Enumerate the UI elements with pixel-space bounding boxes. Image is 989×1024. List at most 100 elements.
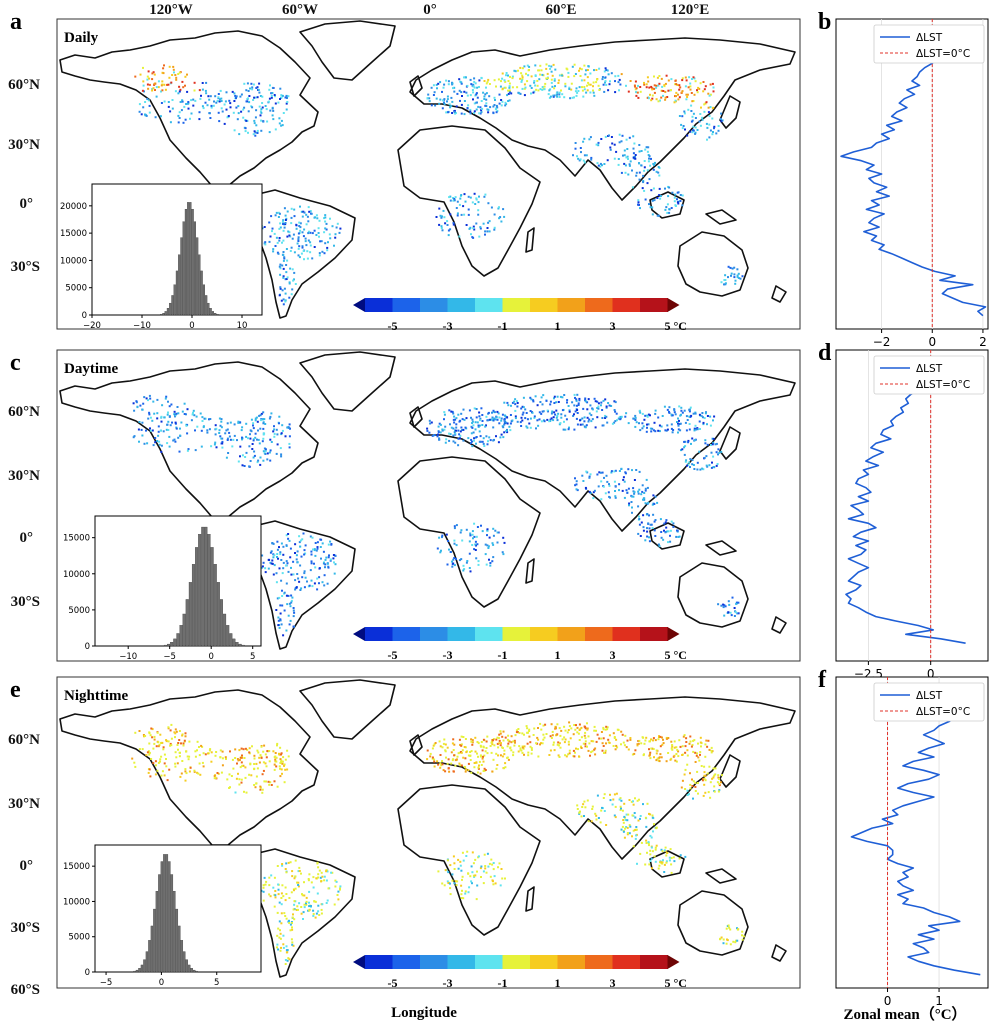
lst-pixel xyxy=(269,895,272,898)
lst-pixel xyxy=(705,101,708,104)
lst-pixel xyxy=(663,871,666,873)
lst-pixel xyxy=(601,76,604,78)
lst-pixel xyxy=(318,914,321,916)
lst-pixel xyxy=(160,444,163,447)
lst-pixel xyxy=(475,761,478,764)
latitude-tick-labels: 60°N 30°N 0° 30°S xyxy=(8,77,40,275)
lst-pixel xyxy=(159,429,162,432)
lst-pixel xyxy=(712,131,714,133)
lst-pixel xyxy=(292,615,295,618)
lst-pixel xyxy=(285,248,288,250)
lst-pixel xyxy=(268,417,271,420)
lst-pixel xyxy=(483,769,486,772)
lst-pixel xyxy=(585,91,588,94)
lst-pixel xyxy=(453,421,456,424)
lst-pixel xyxy=(549,418,552,421)
lst-pixel xyxy=(148,77,151,80)
lst-pixel xyxy=(689,130,692,133)
histogram-bar xyxy=(207,302,210,316)
lst-pixel xyxy=(448,196,451,199)
lst-pixel xyxy=(608,404,611,407)
histogram-bar xyxy=(175,908,179,973)
lst-pixel xyxy=(447,767,450,770)
lst-pixel xyxy=(598,737,601,740)
lst-pixel xyxy=(704,442,707,445)
lon-tick-label: 60°W xyxy=(282,2,318,18)
lst-pixel xyxy=(452,758,455,761)
lst-pixel xyxy=(583,64,586,67)
lst-pixel xyxy=(280,453,283,456)
lst-pixel xyxy=(281,94,284,97)
lst-pixel xyxy=(655,86,658,89)
lst-pixel xyxy=(287,614,290,617)
lst-pixel xyxy=(467,213,470,216)
lst-pixel xyxy=(327,556,330,559)
lst-pixel xyxy=(273,232,276,235)
lst-pixel xyxy=(491,863,494,866)
lst-pixel xyxy=(282,253,285,256)
lst-pixel xyxy=(605,83,608,86)
lst-pixel xyxy=(676,529,678,532)
lst-pixel xyxy=(707,739,710,742)
lst-pixel xyxy=(319,240,322,243)
lst-pixel xyxy=(300,210,303,213)
lst-pixel xyxy=(699,113,702,115)
lst-pixel xyxy=(736,275,739,278)
lst-pixel xyxy=(648,812,650,815)
lst-pixel xyxy=(481,749,484,752)
lst-pixel xyxy=(540,742,542,745)
lst-pixel xyxy=(496,541,499,544)
lst-pixel xyxy=(469,875,472,878)
lst-pixel xyxy=(259,419,262,422)
lst-pixel xyxy=(282,223,285,225)
lst-pixel xyxy=(473,77,476,80)
lst-pixel xyxy=(629,80,632,82)
lst-pixel xyxy=(648,178,651,181)
lst-pixel xyxy=(722,603,725,606)
lst-pixel xyxy=(263,876,266,879)
lst-pixel xyxy=(459,434,462,437)
lst-pixel xyxy=(290,293,293,296)
lst-pixel xyxy=(570,727,573,730)
lst-pixel xyxy=(457,858,460,861)
lst-pixel xyxy=(471,533,474,536)
lst-pixel xyxy=(579,75,582,77)
lst-pixel xyxy=(476,526,479,528)
lst-pixel xyxy=(533,417,536,419)
lst-pixel xyxy=(324,563,327,566)
lst-pixel xyxy=(601,471,604,474)
lst-pixel xyxy=(627,813,630,816)
colorbar-tick-label: -3 xyxy=(443,319,453,333)
lst-pixel xyxy=(582,140,585,143)
colorbar-segment xyxy=(447,627,476,641)
lst-pixel xyxy=(507,404,510,407)
lst-pixel xyxy=(153,742,156,745)
lst-pixel xyxy=(496,531,499,534)
lst-pixel xyxy=(652,739,654,742)
histogram-xtick-label: −10 xyxy=(119,652,137,662)
lst-pixel xyxy=(722,942,725,945)
lst-pixel xyxy=(320,240,323,243)
lst-pixel xyxy=(684,85,687,88)
lst-pixel xyxy=(484,769,487,771)
lst-pixel xyxy=(289,267,292,270)
lst-pixel xyxy=(646,414,649,417)
lst-pixel xyxy=(702,794,705,797)
lst-pixel xyxy=(308,584,311,587)
lst-pixel xyxy=(175,78,178,81)
lst-pixel xyxy=(247,131,249,134)
lst-pixel xyxy=(677,422,679,425)
lst-pixel xyxy=(713,125,716,128)
lst-pixel xyxy=(168,76,171,79)
lst-pixel xyxy=(245,451,248,454)
lst-pixel xyxy=(575,399,578,402)
lst-pixel xyxy=(290,594,293,597)
lst-pixel xyxy=(458,89,461,92)
lst-pixel xyxy=(557,82,560,84)
lst-pixel xyxy=(673,746,676,749)
lst-pixel xyxy=(649,813,652,816)
lst-pixel xyxy=(435,216,438,218)
lst-pixel xyxy=(159,733,162,736)
lst-pixel xyxy=(146,78,149,81)
lst-pixel xyxy=(174,440,177,443)
